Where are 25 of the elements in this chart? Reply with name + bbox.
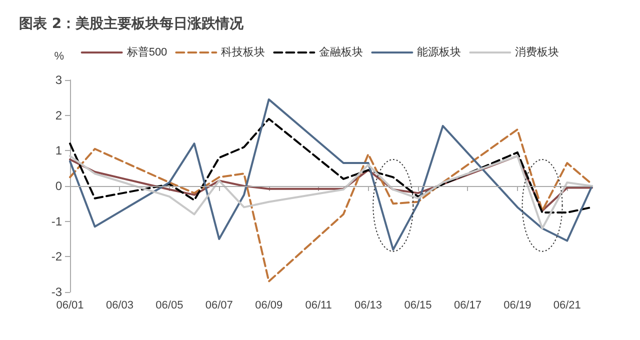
legend-label: 科技板块 bbox=[221, 46, 266, 58]
x-tick-label: 06/21 bbox=[553, 300, 581, 312]
chart-title: 图表 2：美股主要板块每日涨跌情况 bbox=[19, 15, 245, 32]
x-tick-label: 06/15 bbox=[404, 300, 432, 312]
legend-label: 消费板块 bbox=[515, 46, 560, 58]
y-tick-label: 2 bbox=[55, 108, 62, 122]
y-axis-title: % bbox=[54, 50, 64, 62]
y-tick-label: 1 bbox=[55, 144, 62, 158]
y-tick-label: 0 bbox=[55, 179, 62, 193]
x-tick-label: 06/03 bbox=[106, 300, 134, 312]
y-tick-label: 3 bbox=[55, 73, 62, 87]
y-tick-label: -2 bbox=[51, 250, 62, 264]
x-tick-label: 06/05 bbox=[156, 300, 184, 312]
y-tick-label: -1 bbox=[51, 214, 62, 228]
x-tick-label: 06/07 bbox=[205, 300, 233, 312]
x-tick-label: 06/13 bbox=[354, 300, 382, 312]
x-tick-label: 06/11 bbox=[305, 300, 332, 312]
x-tick-label: 06/09 bbox=[255, 300, 283, 312]
legend-label: 能源板块 bbox=[417, 46, 462, 58]
legend-label: 标普500 bbox=[126, 46, 168, 58]
y-tick-label: -3 bbox=[51, 285, 62, 299]
x-tick-label: 06/17 bbox=[454, 300, 482, 312]
legend-label: 金融板块 bbox=[319, 46, 364, 58]
x-tick-label: 06/19 bbox=[504, 300, 532, 312]
x-tick-label: 06/01 bbox=[56, 300, 84, 312]
